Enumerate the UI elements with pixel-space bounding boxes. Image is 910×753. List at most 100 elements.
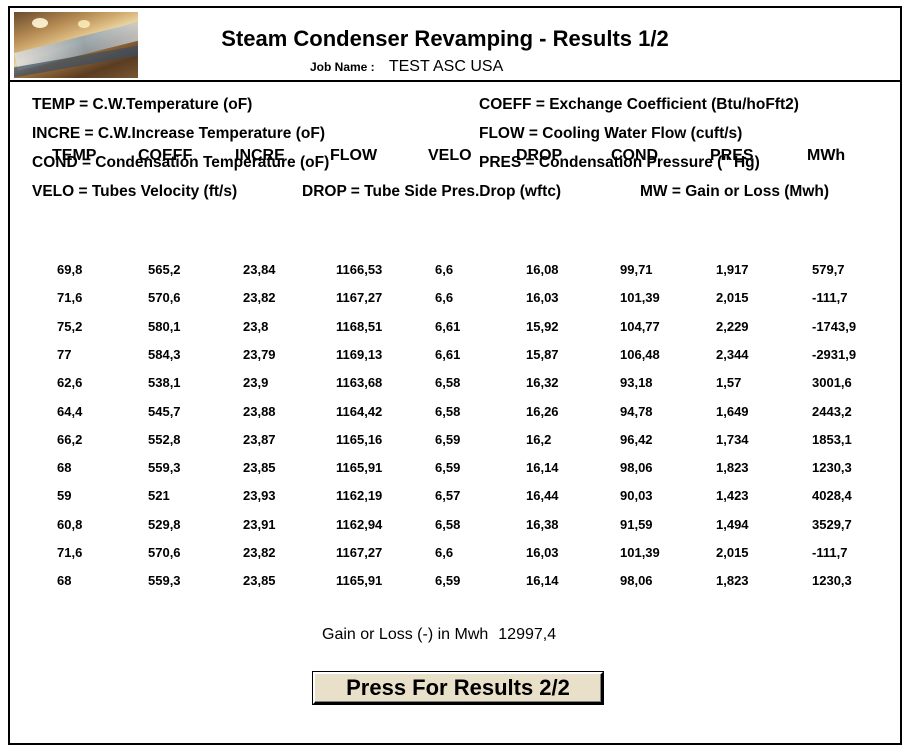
- table-cell: -111,7: [812, 545, 848, 560]
- table-cell: 23,88: [243, 403, 276, 419]
- job-name-value: TEST ASC USA: [388, 58, 504, 75]
- column-header-flow: FLOW: [330, 147, 378, 164]
- gain-loss-label: Gain or Loss (-) in Mwh: [322, 626, 489, 643]
- table-cell: 23,85: [243, 460, 276, 476]
- table-cell: 60,8: [57, 516, 83, 532]
- table-cell: -1743,9: [812, 318, 857, 334]
- table-cell: 2443,2: [812, 403, 852, 419]
- legend-drop: DROP = Tube Side Pres.Drop (wftc): [302, 183, 562, 200]
- table-cell: 6,6: [435, 262, 454, 277]
- table-cell: 69,8: [57, 262, 83, 277]
- results-panel: [8, 82, 902, 745]
- table-cell: 91,59: [620, 516, 653, 532]
- table-cell: 545,7: [148, 403, 181, 419]
- table-cell: 1164,42: [336, 403, 383, 419]
- table-cell: 64,4: [57, 403, 83, 419]
- results-2-button[interactable]: Press For Results 2/2: [313, 672, 603, 704]
- legend-cond: COND = Condensation Temperature (oF): [32, 154, 330, 171]
- job-name-line: Job Name : TEST ASC USA: [310, 58, 503, 76]
- table-cell: 570,6: [148, 290, 181, 306]
- table-cell: 6,58: [435, 375, 461, 391]
- legend-mw: MW = Gain or Loss (Mwh): [640, 183, 830, 200]
- table-cell: 77: [57, 346, 72, 362]
- table-cell: 23,85: [243, 573, 276, 589]
- table-cell: 96,42: [620, 431, 653, 447]
- table-cell: 1,823: [716, 460, 749, 476]
- table-cell: 1165,91: [336, 573, 383, 589]
- table-cell: 59: [57, 488, 72, 504]
- table-cell: 98,06: [620, 573, 653, 589]
- table-cell: 6,6: [435, 290, 454, 306]
- table-cell: 6,6: [435, 545, 454, 560]
- table-cell: 6,57: [435, 488, 461, 504]
- table-cell: 6,58: [435, 403, 461, 419]
- table-cell: 71,6: [57, 290, 83, 306]
- table-cell: 3529,7: [812, 516, 852, 532]
- table-cell: 68: [57, 460, 72, 476]
- table-cell: 3001,6: [812, 375, 852, 391]
- table-cell: 16,32: [526, 375, 559, 391]
- table-cell: 106,48: [620, 346, 660, 362]
- table-cell: -111,7: [812, 290, 848, 306]
- table-cell: 6,61: [435, 318, 461, 334]
- table-cell: 23,87: [243, 431, 276, 447]
- table-cell: 23,82: [243, 545, 276, 560]
- table-cell: 1,494: [716, 516, 749, 532]
- table-cell: 2,344: [716, 346, 749, 362]
- gain-loss-value: 12997,4: [498, 626, 557, 643]
- legend-velo: VELO = Tubes Velocity (ft/s): [32, 183, 238, 200]
- table-cell: 98,06: [620, 460, 653, 476]
- table-cell: 1,649: [716, 403, 749, 419]
- table-cell: 75,2: [57, 318, 83, 334]
- table-cell: 1166,53: [336, 262, 383, 277]
- table-cell: 6,59: [435, 460, 461, 476]
- table-cell: 521: [148, 488, 170, 504]
- table-cell: 529,8: [148, 516, 181, 532]
- table-cell: 15,87: [526, 346, 559, 362]
- table-cell: 62,6: [57, 375, 83, 391]
- table-cell: 1162,94: [336, 516, 383, 532]
- table-cell: 6,61: [435, 346, 461, 362]
- table-cell: 23,93: [243, 488, 276, 504]
- table-cell: 23,8: [243, 318, 269, 334]
- column-header-cond: COND: [611, 147, 659, 164]
- table-cell: 23,84: [243, 262, 276, 277]
- table-cell: 1,57: [716, 375, 742, 391]
- table-cell: 68: [57, 573, 72, 589]
- legend-pres: PRES = Condensation Pressure (" Hg): [479, 154, 760, 171]
- table-cell: 23,79: [243, 346, 276, 362]
- table-cell: 94,78: [620, 403, 653, 419]
- job-name-label: Job Name :: [310, 60, 375, 74]
- table-cell: 16,26: [526, 403, 559, 419]
- table-cell: 2,015: [716, 545, 749, 560]
- table-cell: 559,3: [148, 460, 181, 476]
- table-cell: 16,14: [526, 573, 559, 589]
- table-cell: 1,917: [716, 262, 749, 277]
- table-cell: 71,6: [57, 545, 83, 560]
- table-cell: 16,2: [526, 431, 552, 447]
- table-cell: 580,1: [148, 318, 181, 334]
- table-cell: 552,8: [148, 431, 181, 447]
- condenser-photo-logo: [14, 12, 138, 78]
- table-cell: 15,92: [526, 318, 559, 334]
- table-cell: 2,015: [716, 290, 749, 306]
- table-cell: 559,3: [148, 573, 181, 589]
- column-header-mwh: MWh: [807, 147, 846, 164]
- legend-incre: INCRE = C.W.Increase Temperature (oF): [32, 125, 325, 142]
- table-cell: 538,1: [148, 375, 181, 391]
- table-cell: 6,59: [435, 573, 461, 589]
- header-panel: Steam Condenser Revamping - Results 1/2 …: [8, 6, 902, 82]
- table-cell: 1230,3: [812, 573, 852, 589]
- table-cell: 93,18: [620, 375, 653, 391]
- table-cell: 2,229: [716, 318, 749, 334]
- table-cell: 1162,19: [336, 488, 383, 504]
- table-cell: 104,77: [620, 318, 660, 334]
- table-cell: 6,59: [435, 431, 461, 447]
- table-cell: -2931,9: [812, 346, 857, 362]
- table-cell: 4028,4: [812, 488, 852, 504]
- table-cell: 23,9: [243, 375, 269, 391]
- table-cell: 99,71: [620, 262, 653, 277]
- table-cell: 16,14: [526, 460, 559, 476]
- table-cell: 1169,13: [336, 346, 383, 362]
- column-header-temp: TEMP: [52, 147, 97, 164]
